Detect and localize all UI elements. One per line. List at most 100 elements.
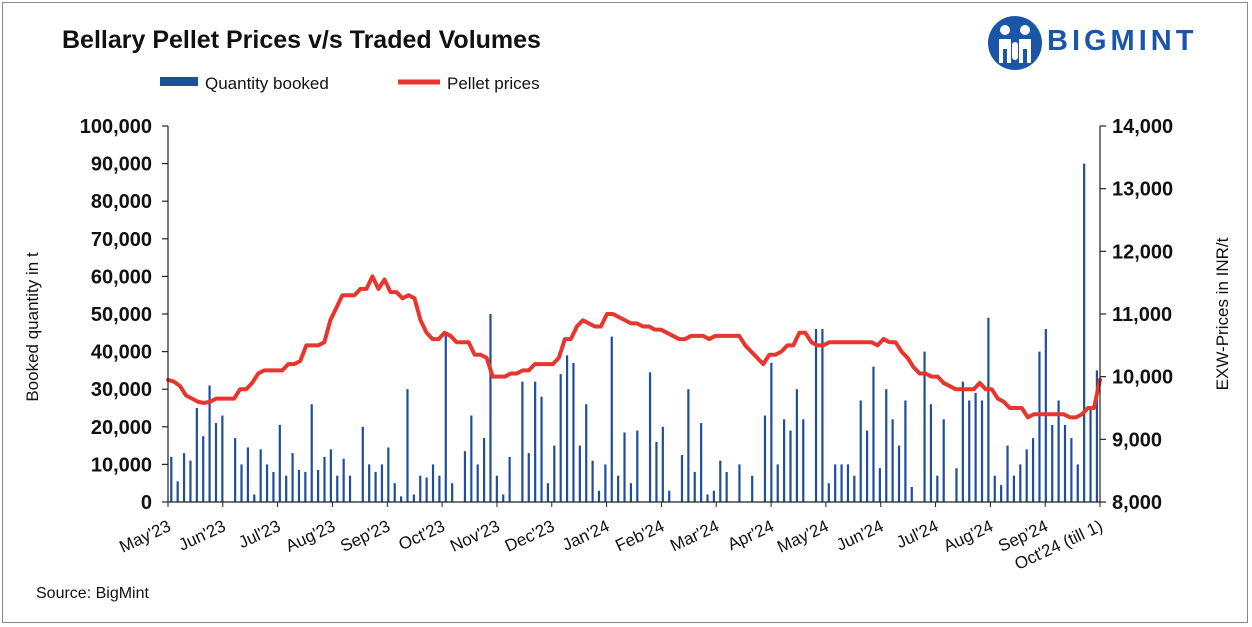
y-tick-label: 40,000 xyxy=(91,342,152,364)
x-tick-label: Jul'24 xyxy=(893,516,941,552)
x-tick-label: May'24 xyxy=(774,516,831,556)
quantity-bar xyxy=(655,441,658,502)
quantity-bar xyxy=(1057,400,1060,502)
quantity-bar xyxy=(425,477,428,502)
quantity-bar xyxy=(553,445,556,502)
quantity-bar xyxy=(1095,370,1099,502)
quantity-bar xyxy=(406,389,409,502)
x-tick-label: Nov'23 xyxy=(447,516,503,555)
quantity-bar xyxy=(853,475,856,502)
quantity-bar xyxy=(1031,438,1035,502)
quantity-bar xyxy=(317,470,320,502)
quantity-bar xyxy=(170,456,173,502)
y2-tick-label: 12,000 xyxy=(1112,241,1173,263)
x-tick-label: Feb'24 xyxy=(612,516,667,555)
quantity-bar xyxy=(1006,445,1009,502)
quantity-bar xyxy=(1051,424,1054,502)
quantity-bar xyxy=(572,362,575,502)
x-tick-label: Jun'24 xyxy=(833,516,886,554)
quantity-bar xyxy=(866,430,869,502)
quantity-bar xyxy=(182,453,186,502)
quantity-bar xyxy=(476,464,479,502)
quantity-bar xyxy=(738,464,741,502)
quantity-bar xyxy=(189,460,192,502)
quantity-bar xyxy=(789,430,792,502)
quantity-bar xyxy=(412,494,415,502)
quantity-bar xyxy=(329,449,332,502)
quantity-bar xyxy=(489,314,492,502)
y2-tick-label: 13,000 xyxy=(1112,179,1173,201)
quantity-bar xyxy=(668,490,671,502)
bigmint-logo-icon xyxy=(988,16,1042,70)
quantity-bar xyxy=(719,460,722,502)
y-tick-label: 100,000 xyxy=(80,116,152,138)
quantity-bar xyxy=(712,490,715,502)
y-tick-label: 30,000 xyxy=(91,379,152,401)
quantity-bar xyxy=(202,436,205,502)
quantity-bar xyxy=(846,464,850,502)
quantity-bar xyxy=(770,362,773,502)
quantity-bar xyxy=(438,475,441,502)
quantity-bar xyxy=(859,400,862,502)
quantity-bar xyxy=(961,381,964,502)
legend: Quantity booked Pellet prices xyxy=(160,74,540,93)
y-tick-label: 90,000 xyxy=(91,154,152,176)
y-tick-label: 60,000 xyxy=(91,266,152,288)
quantity-bar xyxy=(980,400,984,502)
x-tick-label: Sep'23 xyxy=(337,516,393,555)
quantity-bar xyxy=(1076,464,1079,502)
quantity-bar xyxy=(706,494,709,502)
quantity-bar xyxy=(502,494,505,502)
y2-tick-label: 11,000 xyxy=(1112,304,1172,326)
quantity-bar xyxy=(687,389,690,502)
quantity-bar xyxy=(1000,485,1003,502)
quantity-bar xyxy=(617,475,620,502)
quantity-bar xyxy=(214,423,218,502)
quantity-bar xyxy=(546,483,550,502)
quantity-bar xyxy=(827,483,830,502)
price-line xyxy=(166,274,1102,420)
quantity-bar xyxy=(470,415,473,502)
quantity-bar xyxy=(795,389,798,502)
quantity-bar xyxy=(1070,438,1073,502)
quantity-bar xyxy=(597,490,601,502)
quantity-bar xyxy=(802,419,805,502)
quantity-bar xyxy=(1025,449,1028,502)
x-tick-label: Mar'24 xyxy=(667,516,722,555)
x-tick-label: Jul'23 xyxy=(236,516,284,552)
quantity-bar xyxy=(336,475,339,502)
quantity-bar xyxy=(380,464,384,502)
y2-tick-label: 9,000 xyxy=(1112,429,1162,451)
quantity-bar xyxy=(348,475,352,502)
x-tick-label: Apr'24 xyxy=(725,516,777,554)
quantity-bar xyxy=(897,445,901,502)
x-tick-label: Aug'24 xyxy=(941,516,997,555)
quantity-bar xyxy=(291,453,294,502)
quantity-bar xyxy=(272,471,275,502)
y-axis-label: Booked quantity in t xyxy=(23,252,42,402)
quantity-bar xyxy=(878,468,881,502)
quantity-bar xyxy=(451,483,454,502)
quantity-bar xyxy=(1083,163,1086,502)
quantity-bar xyxy=(1063,424,1067,502)
quantity-bar xyxy=(400,496,403,502)
quantity-bar xyxy=(591,460,594,502)
x-tick-label: Oct'23 xyxy=(396,516,448,554)
quantity-bar xyxy=(604,464,607,502)
y2-axis-label: EXW-Prices in INR/t xyxy=(1213,237,1232,390)
y-tick-label: 80,000 xyxy=(91,191,152,213)
quantity-bar xyxy=(361,426,364,502)
quantity-bar xyxy=(763,415,767,502)
quantity-bar xyxy=(987,317,990,502)
quantity-bar xyxy=(444,332,447,502)
quantity-bar xyxy=(195,408,198,502)
quantity-bar xyxy=(891,419,894,502)
quantity-bar xyxy=(923,351,926,502)
quantity-bar xyxy=(253,494,256,502)
quantity-bar xyxy=(246,447,249,502)
y2-tick-label: 10,000 xyxy=(1112,367,1173,389)
quantity-bar xyxy=(387,447,390,502)
quantity-bar xyxy=(419,475,422,502)
